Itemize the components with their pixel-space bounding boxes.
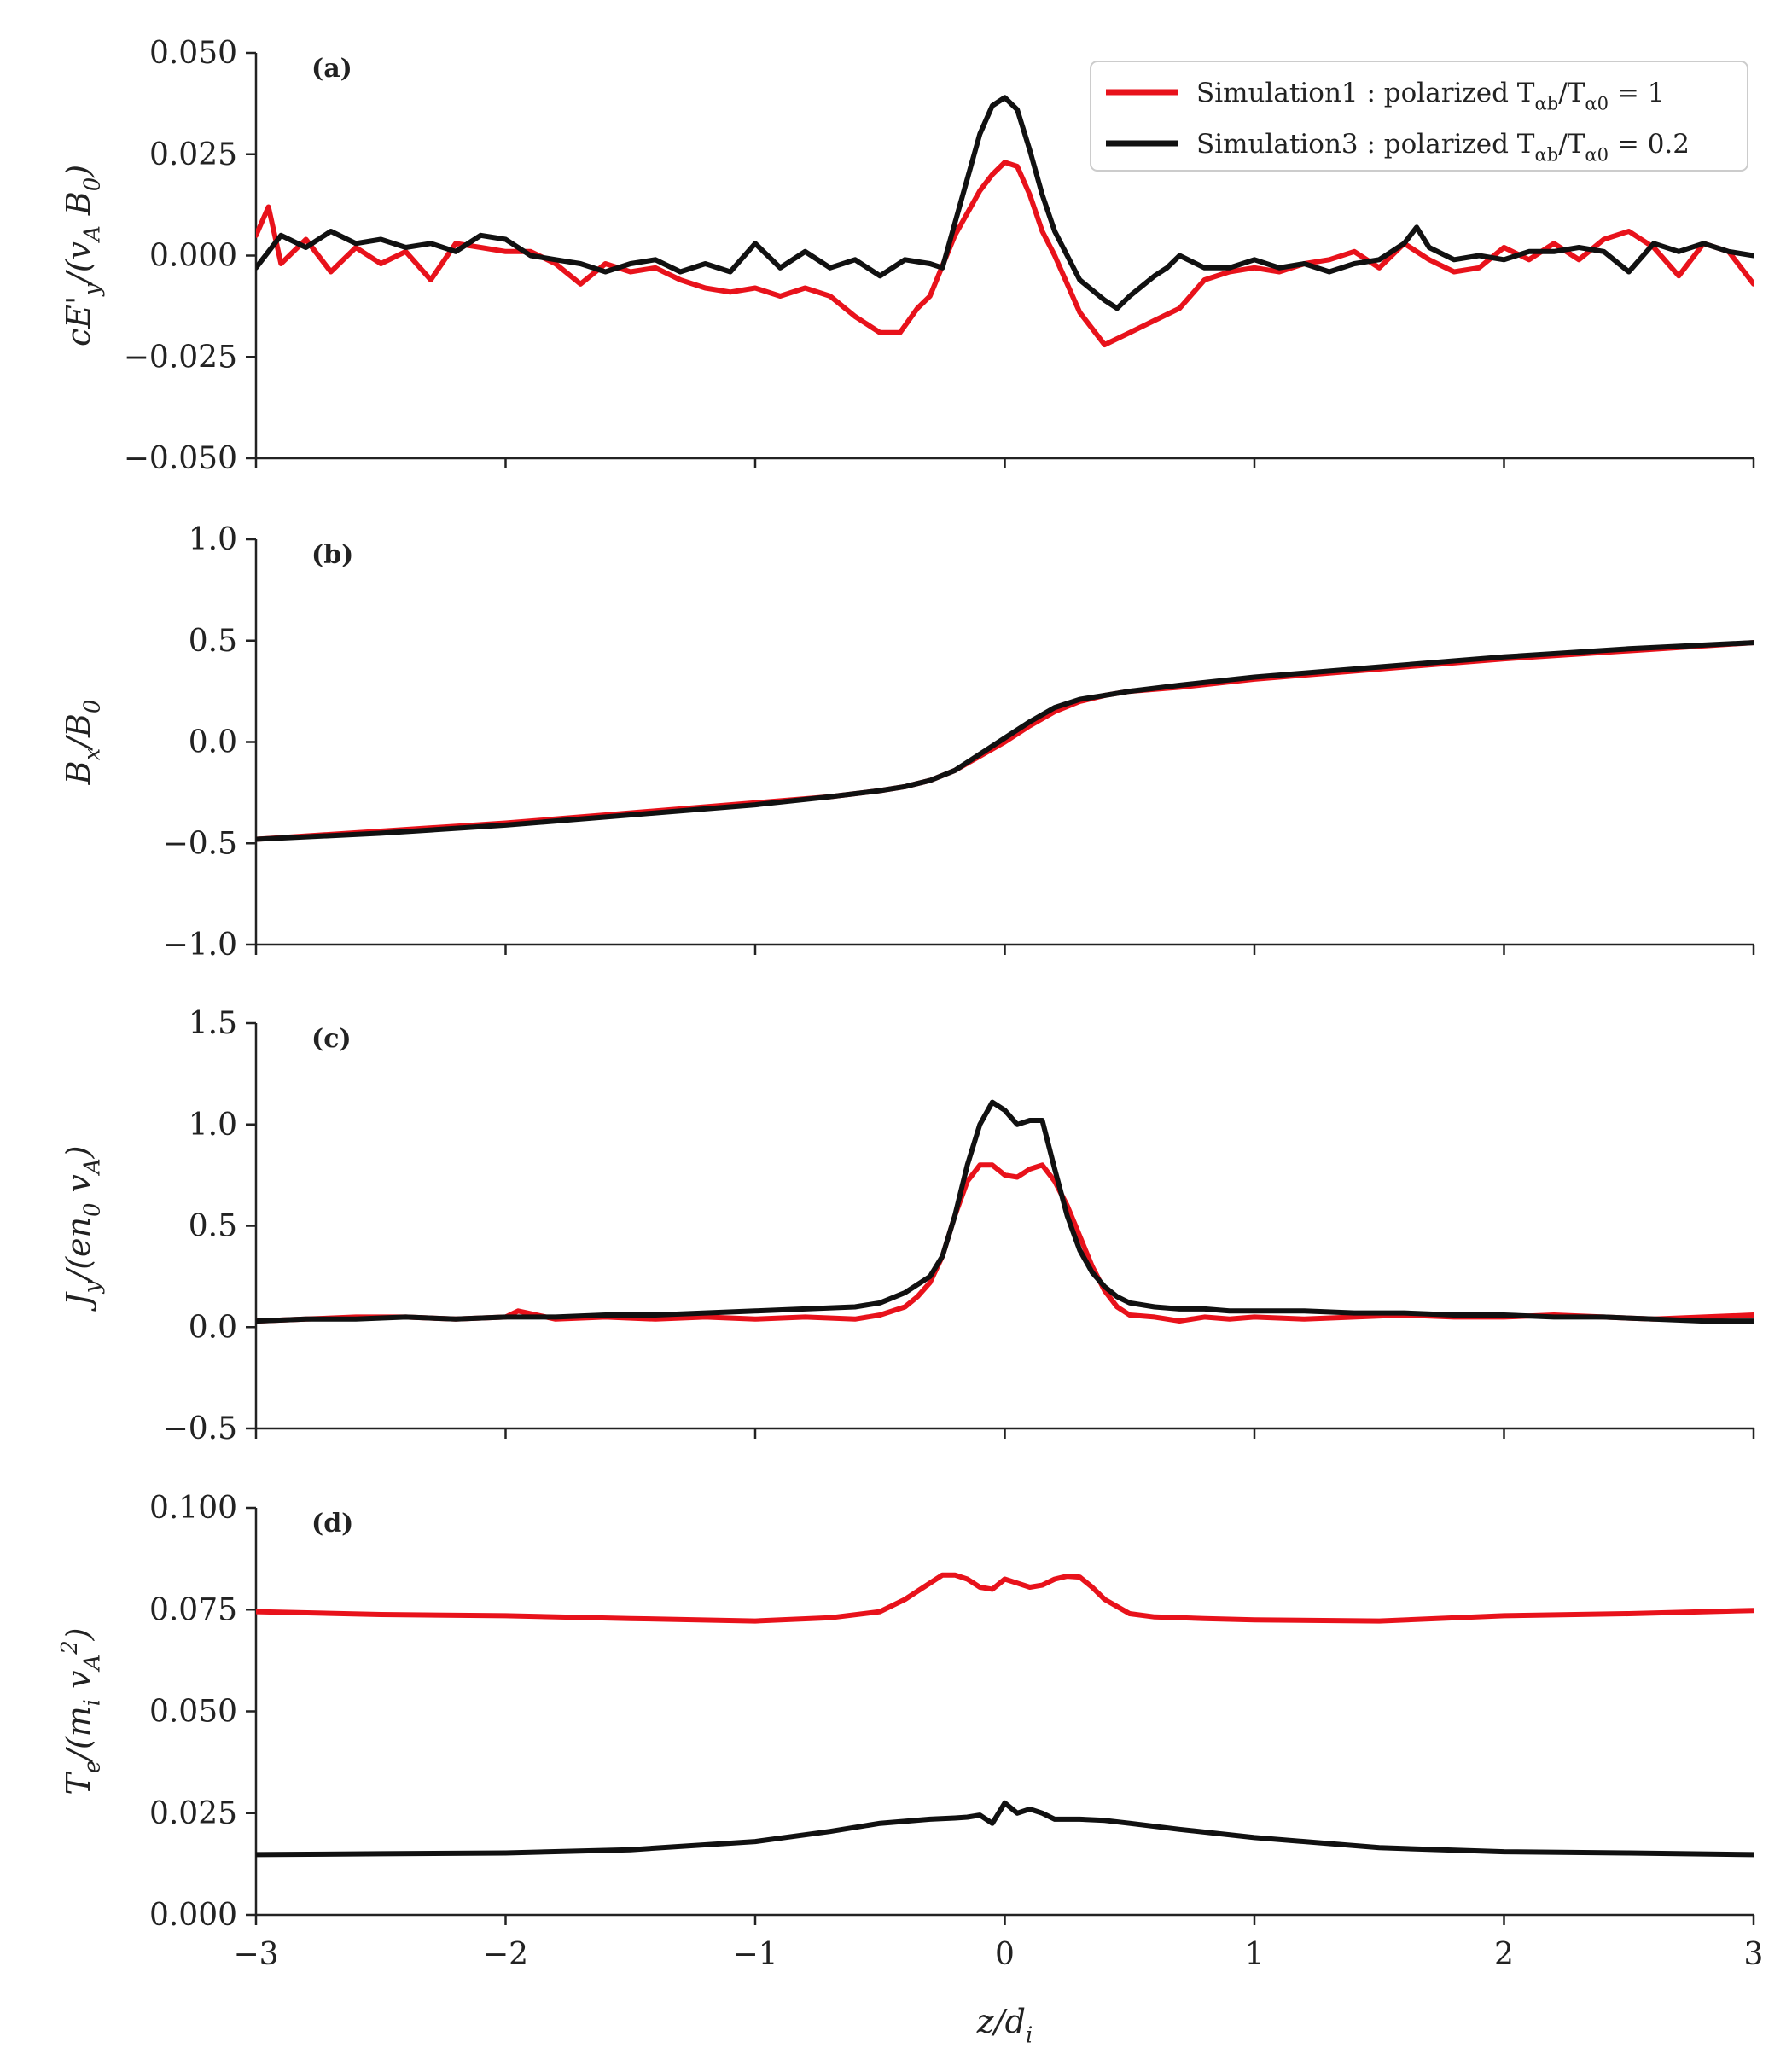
legend-label-sim1: Simulation1 : polarized Tαb/Tα0 = 1	[1196, 78, 1664, 113]
y-tick-label: 0.025	[149, 1796, 237, 1831]
series-line-simulation1	[256, 160, 1754, 347]
y-tick-label: −0.5	[163, 826, 237, 861]
y-tick-label: 0.0	[189, 1310, 237, 1345]
x-tick-label: 1	[1245, 1937, 1265, 1972]
series-line-simulation1	[256, 1572, 1754, 1624]
y-tick-label: −0.025	[124, 340, 237, 375]
y-tick-label: 1.0	[189, 1108, 237, 1143]
y-tick-label: 0.100	[149, 1491, 237, 1526]
panel-label: (d)	[311, 1509, 353, 1539]
panel-d: 0.000 0.025 0.050 0.075 0.100 −3 −2 −1 0 1 2 3 (d) Te…	[57, 1491, 1764, 1972]
y-tick-label: 0.000	[149, 1898, 237, 1933]
panel-a: −0.050 −0.025 0.000 0.025 0.050 (a) cE'y/(vA B…	[60, 36, 1755, 476]
x-tick-label: 0	[995, 1937, 1015, 1972]
y-axis-label: cE'y/(vA B0)	[60, 165, 105, 346]
panel-c: −0.5 0.0 0.5 1.0 1.5 (c) Jy/(en0 vA)	[60, 1006, 1755, 1446]
x-tick-label: −1	[732, 1937, 777, 1972]
panel-label: (a)	[311, 54, 352, 84]
series-line-simulation3	[256, 1800, 1754, 1858]
series-line-simulation1	[256, 1162, 1754, 1324]
y-tick-label: 0.000	[149, 239, 237, 274]
y-tick-label: 0.050	[149, 36, 237, 71]
x-tick-label: 2	[1494, 1937, 1514, 1972]
panel-label: (c)	[311, 1024, 352, 1054]
legend: Simulation1 : polarized Tαb/Tα0 = 1 Simul…	[1090, 61, 1748, 172]
panel-label: (b)	[311, 540, 353, 570]
y-axis-label: Te/(mi vA2)	[57, 1627, 106, 1795]
y-tick-label: 0.075	[149, 1592, 237, 1627]
y-tick-label: 0.0	[189, 725, 237, 760]
x-axis-label: z/di	[976, 2003, 1033, 2048]
series-line-simulation3	[256, 95, 1754, 311]
x-tick-label: −3	[233, 1937, 278, 1972]
x-tick-label: −2	[483, 1937, 528, 1972]
series-line-simulation3	[256, 640, 1754, 842]
y-tick-label: 0.5	[189, 624, 237, 659]
panel-b: −1.0 −0.5 0.0 0.5 1.0 (b) Bx/B0	[60, 522, 1755, 963]
y-tick-label: −0.5	[163, 1411, 237, 1446]
y-tick-label: 1.0	[189, 522, 237, 557]
x-tick-label: 3	[1744, 1937, 1764, 1972]
y-axis-label: Bx/B0	[60, 700, 105, 786]
legend-frame	[1090, 61, 1748, 172]
y-axis-label: Jy/(en0 vA)	[60, 1146, 105, 1312]
y-tick-label: 0.025	[149, 137, 237, 172]
y-tick-label: −1.0	[163, 928, 237, 963]
y-tick-label: 0.050	[149, 1695, 237, 1730]
legend-label-sim3: Simulation3 : polarized Tαb/Tα0 = 0.2	[1196, 129, 1690, 165]
y-tick-label: 0.5	[189, 1209, 237, 1244]
y-tick-label: −0.050	[124, 441, 237, 476]
series-line-simulation3	[256, 1099, 1754, 1324]
y-tick-label: 1.5	[189, 1006, 237, 1041]
